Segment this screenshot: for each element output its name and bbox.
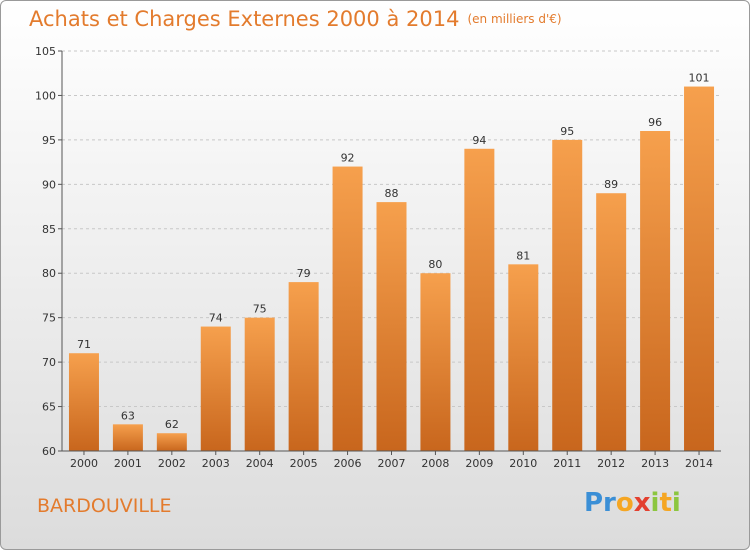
bars: 71 63 62 74 75 79 92 88 80 94 81 95 89 96 101 bbox=[68, 72, 715, 452]
x-tick-label: 2006 bbox=[334, 457, 362, 470]
bar bbox=[508, 264, 539, 451]
bar-value-label: 95 bbox=[560, 125, 574, 138]
x-tick-label: 2010 bbox=[509, 457, 537, 470]
bar bbox=[596, 193, 627, 451]
bar bbox=[640, 131, 671, 451]
y-tick-label: 90 bbox=[42, 178, 56, 191]
bar bbox=[288, 282, 319, 451]
x-tick-label: 2001 bbox=[114, 457, 142, 470]
x-tick-label: 2008 bbox=[421, 457, 449, 470]
x-tick-label: 2003 bbox=[202, 457, 230, 470]
x-tick-label: 2009 bbox=[465, 457, 493, 470]
bar-value-label: 88 bbox=[385, 187, 399, 200]
bar bbox=[464, 148, 495, 451]
y-tick-label: 85 bbox=[42, 223, 56, 236]
y-tick-label: 80 bbox=[42, 267, 56, 280]
x-tick-label: 2000 bbox=[70, 457, 98, 470]
x-tick-label: 2014 bbox=[685, 457, 713, 470]
bar-value-label: 81 bbox=[516, 249, 530, 262]
y-tick-label: 100 bbox=[35, 89, 56, 102]
x-tick-label: 2011 bbox=[553, 457, 581, 470]
x-tick-label: 2005 bbox=[290, 457, 318, 470]
proxiti-logo[interactable]: Proxiti bbox=[584, 488, 681, 518]
bar bbox=[200, 326, 231, 451]
bar-value-label: 89 bbox=[604, 178, 618, 191]
x-tick-label: 2013 bbox=[641, 457, 669, 470]
y-tick-label: 105 bbox=[35, 45, 56, 58]
unit-label: (en milliers d'€) bbox=[467, 12, 562, 26]
bar-value-label: 79 bbox=[297, 267, 311, 280]
bar bbox=[332, 166, 363, 452]
bar bbox=[552, 139, 583, 451]
bar-value-label: 101 bbox=[689, 72, 710, 85]
bar bbox=[68, 353, 99, 451]
bar bbox=[156, 433, 187, 451]
bar-value-label: 92 bbox=[341, 152, 355, 165]
bar bbox=[112, 424, 143, 451]
x-tick-label: 2007 bbox=[378, 457, 406, 470]
bar-value-label: 96 bbox=[648, 116, 662, 129]
bar-value-label: 94 bbox=[472, 134, 486, 147]
grid-lines bbox=[62, 50, 721, 408]
chart-title-text: Achats et Charges Externes 2000 à 2014 bbox=[29, 7, 460, 31]
x-tick-label: 2004 bbox=[246, 457, 274, 470]
bar-value-label: 63 bbox=[121, 409, 135, 422]
y-tick-label: 65 bbox=[42, 401, 56, 414]
bar-value-label: 80 bbox=[428, 258, 442, 271]
y-tick-label: 75 bbox=[42, 312, 56, 325]
x-tick-label: 2012 bbox=[597, 457, 625, 470]
x-tick-label: 2002 bbox=[158, 457, 186, 470]
y-tick-label: 70 bbox=[42, 356, 56, 369]
bar bbox=[684, 86, 715, 452]
bar-value-label: 71 bbox=[77, 338, 91, 351]
y-tick-label: 60 bbox=[42, 445, 56, 458]
bar-value-label: 75 bbox=[253, 303, 267, 316]
y-tick-label: 95 bbox=[42, 134, 56, 147]
bar-value-label: 62 bbox=[165, 418, 179, 431]
bar bbox=[244, 317, 275, 451]
axes: 60 65 70 75 80 85 90 95 100 105 2000 2001 2002 2003 20… bbox=[35, 45, 721, 470]
bar bbox=[420, 273, 451, 451]
bar bbox=[376, 202, 407, 451]
chart-title: Achats et Charges Externes 2000 à 2014 (e… bbox=[29, 7, 562, 31]
bar-value-label: 74 bbox=[209, 312, 223, 325]
location-label: BARDOUVILLE bbox=[37, 495, 172, 517]
